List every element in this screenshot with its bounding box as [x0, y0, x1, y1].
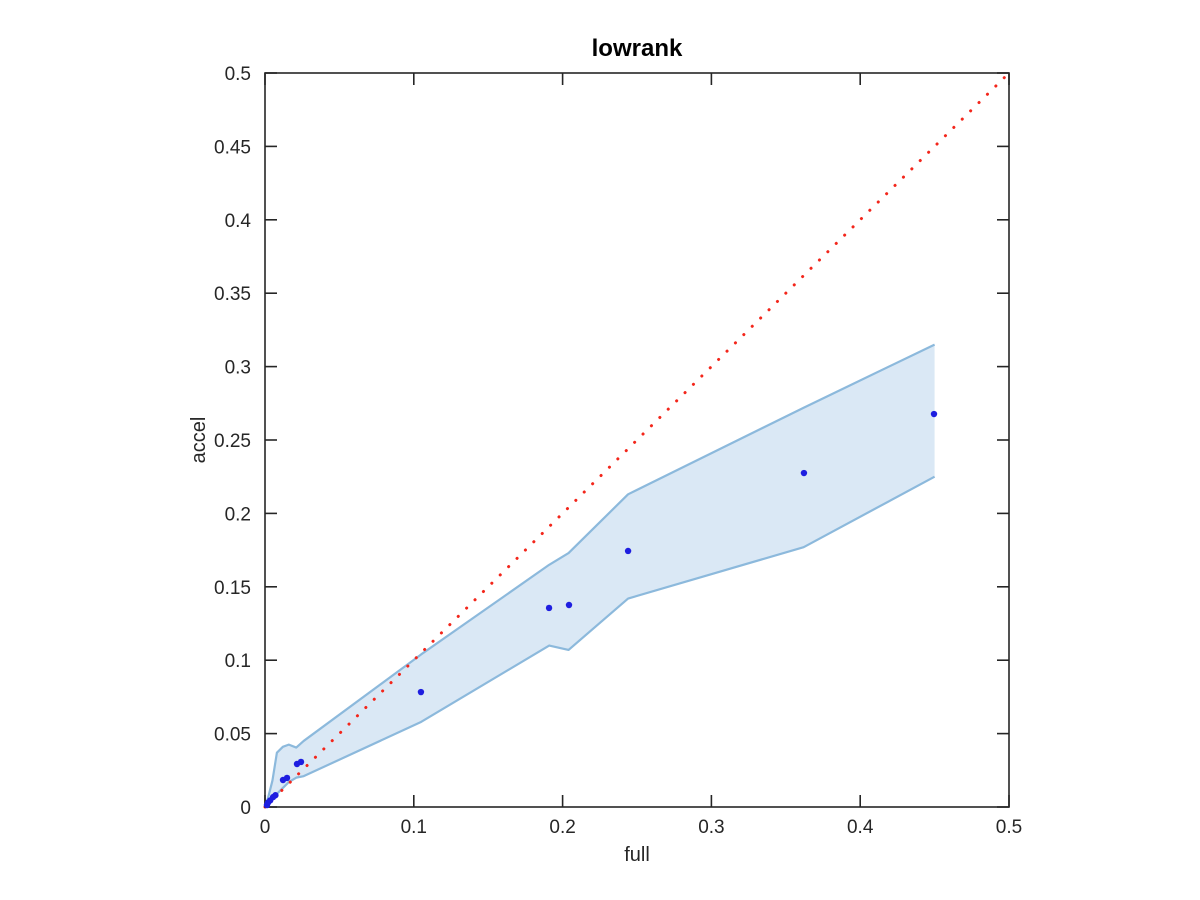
x-tick-label: 0.5: [996, 817, 1022, 838]
y-tick-label: 0.1: [225, 651, 251, 672]
y-tick-label: 0.05: [214, 725, 251, 746]
confidence-band: [265, 344, 935, 807]
data-point: [565, 601, 573, 609]
x-tick-label: 0.4: [847, 817, 874, 838]
y-tick-label: 0.3: [225, 358, 251, 379]
y-tick-label: 0.2: [225, 504, 251, 525]
data-point: [272, 792, 279, 799]
y-tick-label: 0.5: [225, 64, 251, 85]
y-tick-label: 0: [240, 798, 251, 819]
data-point: [800, 469, 808, 477]
y-tick-label: 0.4: [225, 211, 252, 232]
y-tick-label: 0.45: [214, 137, 251, 158]
y-tick-label: 0.35: [214, 284, 251, 305]
data-point: [930, 410, 938, 418]
data-point: [624, 547, 632, 555]
confidence-band-upper-edge: [263, 343, 936, 808]
y-axis-label: accel: [188, 417, 210, 464]
data-point: [297, 758, 305, 766]
data-point: [545, 604, 553, 612]
x-axis-label: full: [624, 844, 650, 866]
x-tick-label: 0.3: [698, 817, 724, 838]
x-tick-label: 0.2: [549, 817, 575, 838]
data-point: [417, 688, 425, 696]
plot-title: lowrank: [592, 35, 683, 62]
y-tick-label: 0.25: [214, 431, 251, 452]
x-tick-label: 0.1: [401, 817, 427, 838]
x-tick-label: 0: [260, 817, 271, 838]
data-point: [283, 774, 291, 782]
y-tick-label: 0.15: [214, 578, 251, 599]
